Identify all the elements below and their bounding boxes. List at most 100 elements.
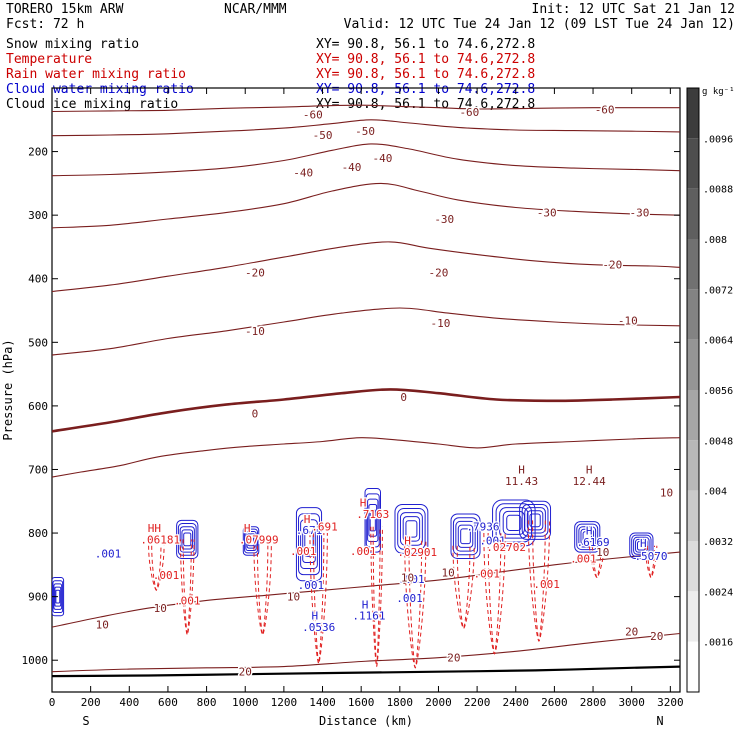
cloud-water-contour: [399, 512, 423, 546]
rain-water-cell: [253, 545, 272, 636]
cloud-water-contour: [506, 514, 522, 532]
cloud-water-contour: [631, 534, 652, 557]
y-tick-label: 700: [28, 463, 48, 476]
init-time: Init: 12 UTC Sat 21 Jan 12: [532, 2, 736, 17]
x-tick-label: 3000: [618, 696, 645, 709]
cloud-water-contour: [304, 531, 314, 557]
extremum-label: 11.43: [505, 475, 538, 488]
plot-frame: [51, 87, 681, 693]
temperature-contour: [52, 104, 680, 113]
rain-water-cell: [588, 539, 606, 579]
axes: 0 200 400 600 800 1000 1200 1400 1600 1800 2000 220…: [22, 88, 684, 709]
cloud-water-contour: [244, 528, 258, 554]
rain-water-cell: [483, 533, 506, 655]
cloud-water-contour: [578, 526, 597, 548]
extremum-label: .7163: [356, 508, 389, 521]
colorbar-swatch: [687, 641, 699, 692]
field-name: Cloud ice mixing ratio: [6, 97, 178, 112]
field-name: Snow mixing ratio: [6, 37, 139, 52]
colorbar-tick-label: .0056: [703, 386, 733, 397]
colorbar-tick-label: .0016: [703, 638, 733, 649]
extremum-label: H: [362, 598, 369, 611]
cloud-water-contour: [397, 508, 426, 550]
cloud-water-contour: [365, 493, 380, 548]
colorbar-tick-label: .0048: [703, 436, 733, 447]
colorbar-tick-label: .0096: [703, 134, 733, 145]
temperature-contour: [52, 307, 680, 356]
cloud-water-contour: [529, 513, 541, 528]
colorbar-swatch: [687, 591, 699, 642]
extremum-label: .5070: [634, 550, 667, 563]
cloud-water-cell: [295, 507, 323, 582]
temperature-contour: [52, 437, 680, 478]
temperature-contour-label: 0: [400, 391, 407, 404]
cloud-water-contour: [394, 503, 429, 554]
extremum-label: H: [586, 525, 593, 538]
cloud-water-contour: [300, 519, 318, 570]
cloud-water-contour: [402, 516, 421, 542]
rain-water-contour: [591, 539, 603, 579]
extremum-label: .001: [533, 578, 560, 591]
colorbar-swatch: [687, 390, 699, 441]
model-title: TORERO 15km ARW: [6, 2, 124, 17]
temperature-contour-label: -20: [245, 266, 265, 279]
temperature-contour-label: -50: [313, 129, 333, 142]
extremum-label: 12.44: [573, 475, 606, 488]
y-tick-label: 200: [28, 146, 48, 159]
cloud-water-contour: [176, 519, 199, 559]
terrain-line: [52, 665, 680, 678]
cloud-water-contour: [369, 509, 376, 532]
rain-water-cell: [644, 545, 658, 579]
cloud-water-contour: [633, 536, 650, 555]
temperature-contour-label: -20: [602, 259, 622, 272]
cloud-water-cell: [574, 521, 601, 553]
colorbar-swatch: [687, 440, 699, 491]
temperature-contour: [52, 388, 680, 433]
field-name: Cloud water mixing ratio: [6, 82, 194, 97]
temperature-contour-label: 20: [650, 630, 663, 643]
cloud-water-contour: [519, 500, 552, 540]
extremum-label: .691: [311, 521, 338, 534]
cloud-water-contour: [245, 530, 257, 552]
rain-water-contour: [151, 545, 162, 591]
extremum-label: H: [244, 522, 251, 535]
colorbar-tick-label: .0072: [703, 285, 733, 296]
temperature-contour: [52, 632, 680, 673]
right-endpoint-label: N: [656, 714, 663, 728]
rain-water-contour: [309, 533, 328, 664]
extremum-label: 10: [96, 619, 109, 632]
extremum-label: .001: [479, 535, 506, 548]
cloud-water-cell: [492, 499, 536, 547]
x-tick-label: 2600: [541, 696, 568, 709]
extremum-label: .001: [396, 592, 423, 605]
colorbar-unit: g kg⁻¹: [702, 87, 735, 97]
cloud-water-contour: [52, 577, 65, 617]
left-endpoint-label: S: [82, 714, 89, 728]
temperature-contour-label: -60: [303, 109, 323, 122]
temperature-contour-label: -30: [629, 207, 649, 220]
cloud-water-contour: [247, 535, 255, 547]
center-name: NCAR/MMM: [224, 2, 287, 17]
colorbar-tick-label: .0032: [703, 537, 733, 548]
cloud-water-contour: [580, 528, 595, 545]
extremum-label: 10: [154, 602, 167, 615]
x-tick-label: 3200: [657, 696, 684, 709]
temperature-contour: [52, 241, 680, 293]
temperature-contour-label: -10: [618, 315, 638, 328]
temperature-contour: [52, 119, 680, 137]
rain-water-contour: [370, 526, 383, 668]
rain-water-contour: [182, 539, 192, 636]
temperature-contour-label: -10: [430, 317, 450, 330]
cloud-water-cell: [394, 503, 429, 554]
x-tick-label: 1800: [387, 696, 414, 709]
rain-water-contour: [647, 545, 655, 579]
extremum-label: .001: [298, 579, 325, 592]
rain-water-contour: [179, 539, 195, 636]
x-tick-label: 400: [119, 696, 139, 709]
rain-water-cell: [452, 545, 475, 629]
cloud-water-contour: [246, 533, 256, 549]
cloud-water-contour: [298, 513, 320, 576]
extremum-label: .001: [95, 547, 122, 560]
extremum-label: .1161: [352, 610, 385, 623]
